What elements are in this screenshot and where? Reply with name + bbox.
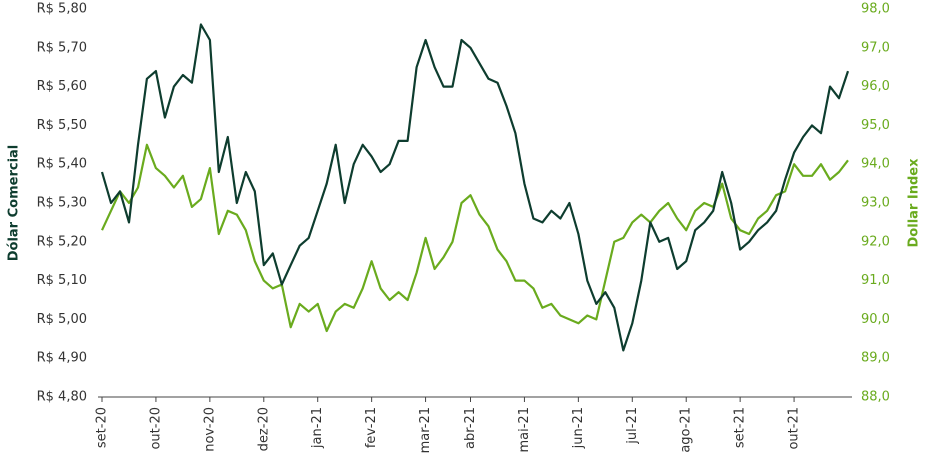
x-tick-label: mai-21	[517, 407, 532, 452]
y2-tick-label: 95,0	[861, 118, 890, 133]
y-tick-label: R$ 5,20	[37, 234, 87, 249]
y-tick-label: R$ 5,80	[37, 2, 87, 17]
y-tick-label: R$ 5,70	[37, 40, 87, 55]
y2-tick-label: 96,0	[861, 79, 890, 94]
x-tick-label: nov-20	[202, 407, 217, 452]
y-tick-label: R$ 5,40	[37, 157, 87, 172]
x-tick-label: dez-20	[256, 407, 271, 451]
y2-tick-label: 98,0	[861, 2, 890, 17]
x-tick-label: ago-21	[679, 407, 694, 453]
y-tick-label: R$ 5,30	[37, 196, 87, 211]
y2-tick-label: 92,0	[861, 234, 890, 249]
y2-tick-label: 93,0	[861, 196, 890, 211]
x-tick-label: fev-21	[364, 407, 379, 448]
y2-tick-label: 90,0	[861, 312, 890, 327]
x-tick-label: jun-21	[571, 407, 586, 449]
x-tick-label: out-20	[148, 407, 163, 450]
y-tick-label: R$ 4,80	[37, 390, 87, 405]
y-tick-label: R$ 5,00	[37, 312, 87, 327]
y-tick-label: R$ 4,90	[37, 351, 87, 366]
x-tick-label: mar-21	[418, 407, 433, 453]
y2-axis-label: Dollar Index	[907, 158, 922, 248]
y2-tick-label: 88,0	[861, 390, 890, 405]
y-axis-label: Dólar Comercial	[7, 145, 22, 262]
x-tick-label: set-21	[733, 407, 748, 448]
y2-tick-label: 97,0	[861, 40, 890, 55]
y-tick-label: R$ 5,10	[37, 273, 87, 288]
x-tick-label: abr-21	[463, 407, 478, 449]
y-tick-label: R$ 5,60	[37, 79, 87, 94]
x-tick-label: jan-21	[310, 407, 325, 449]
y-tick-label: R$ 5,50	[37, 118, 87, 133]
x-tick-label: set-20	[95, 407, 110, 448]
y2-tick-label: 91,0	[861, 273, 890, 288]
y2-tick-label: 94,0	[861, 157, 890, 172]
x-tick-label: jul-21	[625, 407, 640, 445]
y2-tick-label: 89,0	[861, 351, 890, 366]
series-line	[101, 143, 849, 333]
x-tick-label: out-21	[787, 407, 802, 450]
series-line	[100, 23, 850, 352]
